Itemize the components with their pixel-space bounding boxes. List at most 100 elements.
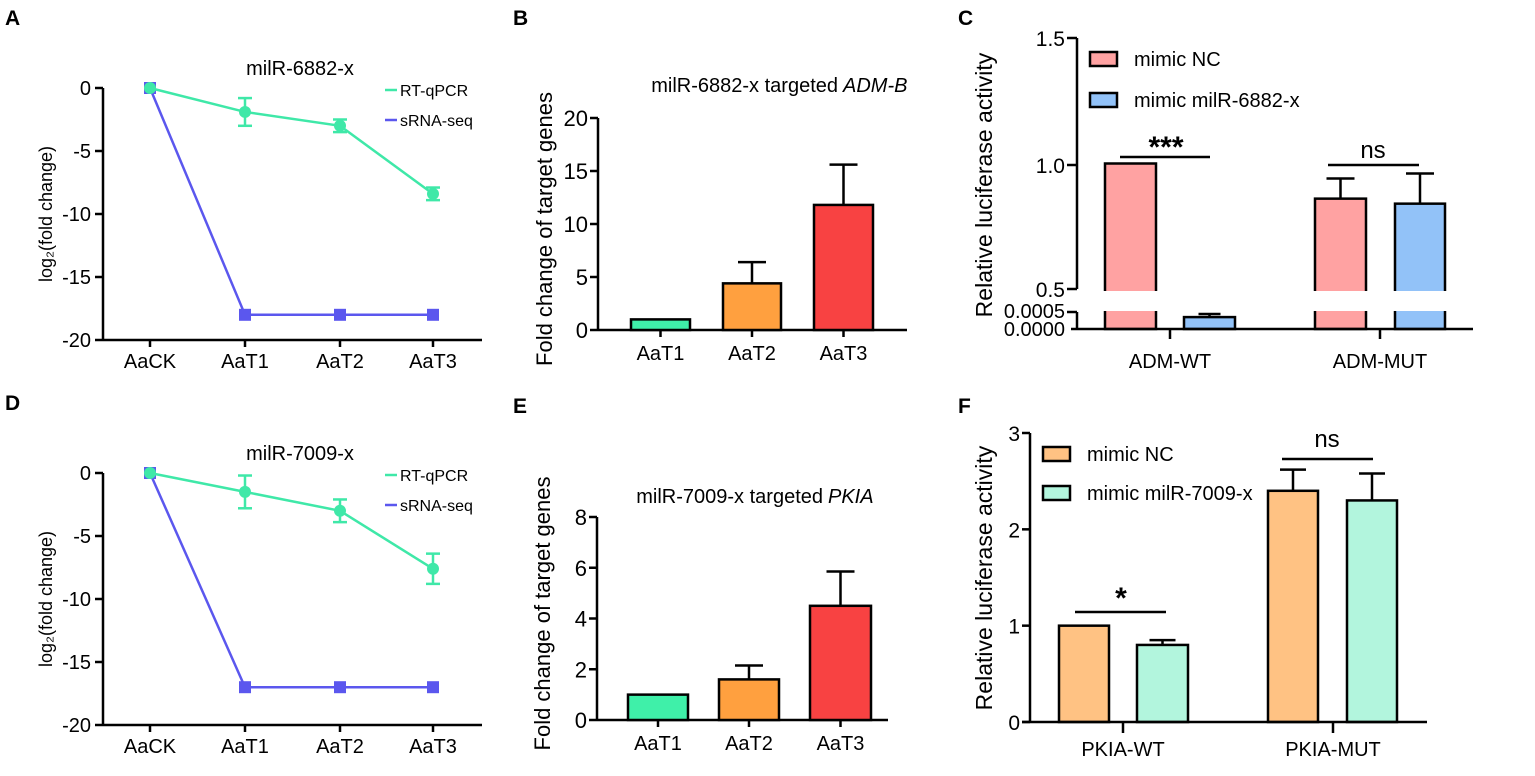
x-tick-label: AaT1 xyxy=(637,343,685,365)
bar-aat3 xyxy=(812,203,875,332)
legend-label: RT-qPCR xyxy=(400,83,468,100)
y-tick-label: -10 xyxy=(62,589,91,611)
legend-label: mimic milR-6882-x xyxy=(1134,90,1300,112)
chart-title: milR-7009-x targeted xyxy=(636,486,823,508)
chart-title-gene: ADM-B xyxy=(842,75,907,97)
bar-pkia-wt-nc xyxy=(1057,624,1111,724)
x-tick-label: AaT3 xyxy=(409,351,457,373)
y-tick-label: 10 xyxy=(564,212,588,237)
x-tick-label: PKIA-MUT xyxy=(1285,739,1381,761)
panel-label-a: A xyxy=(5,7,20,30)
x-tick-label: AaT2 xyxy=(316,351,364,373)
data-point-rt-qpcr xyxy=(334,119,346,132)
y-tick-label: 2 xyxy=(575,657,587,682)
y-tick-label: 4 xyxy=(575,607,587,632)
bar-adm-wt-mimic xyxy=(1182,315,1237,331)
x-tick-label: AaT2 xyxy=(725,733,773,755)
bar-aat1 xyxy=(629,318,692,332)
legend-swatch-mimic xyxy=(1041,484,1072,502)
data-point-srna-seq xyxy=(334,681,346,694)
x-tick-label: AaT3 xyxy=(817,733,865,755)
y-axis-label: Relative luciferase activity xyxy=(971,52,997,317)
series-line-srna-seq xyxy=(148,472,433,689)
y-tick-label: 1.0 xyxy=(1036,155,1065,178)
y-tick-label: 1 xyxy=(1008,616,1020,639)
data-point-rt-qpcr xyxy=(334,504,346,517)
chart-title: milR-6882-x targeted xyxy=(651,75,838,97)
legend-label: mimic milR-7009-x xyxy=(1087,483,1253,505)
data-point-rt-qpcr xyxy=(427,187,439,200)
y-tick-label: 0.0000 xyxy=(1004,319,1065,341)
y-tick-label: 8 xyxy=(575,505,587,530)
y-axis-label: Relative luciferase activity xyxy=(971,445,997,710)
bar-aat1 xyxy=(626,693,690,722)
chart-title: milR-7009-x xyxy=(246,443,354,465)
y-tick-label: -5 xyxy=(73,141,91,163)
bar-aat2 xyxy=(717,678,781,722)
data-point-rt-qpcr xyxy=(427,562,439,575)
significance-label: * xyxy=(1115,582,1127,615)
x-tick-label: ADM-MUT xyxy=(1333,351,1427,373)
x-tick-label: AaT2 xyxy=(728,343,776,365)
data-point-srna-seq xyxy=(334,308,346,321)
data-point-srna-seq xyxy=(239,308,251,321)
data-point-rt-qpcr xyxy=(144,467,156,479)
y-tick-label: 0 xyxy=(576,318,588,343)
y-tick-label: -15 xyxy=(62,267,91,289)
x-tick-label: ADM-WT xyxy=(1129,351,1211,373)
data-point-rt-qpcr xyxy=(239,485,251,498)
y-tick-label: -10 xyxy=(62,204,91,226)
bar-pkia-mut-mimic xyxy=(1345,499,1399,724)
bar-aat3 xyxy=(808,604,873,722)
x-tick-label: AaT1 xyxy=(221,736,269,758)
y-tick-label: -20 xyxy=(62,330,91,352)
legend-label: RT-qPCR xyxy=(400,468,468,485)
y-tick-label: 0 xyxy=(80,78,91,100)
y-tick-label: -20 xyxy=(62,715,91,737)
significance-label: ns xyxy=(1360,137,1385,164)
legend-swatch-mimic-nc xyxy=(1088,50,1119,68)
data-point-srna-seq xyxy=(239,681,251,694)
chart-title: milR-6882-x xyxy=(246,58,354,80)
series-line-srna-seq xyxy=(148,87,433,317)
series-line-rt-qpcr xyxy=(149,86,434,195)
data-point-rt-qpcr xyxy=(239,105,251,118)
legend-swatch-mimic-nc xyxy=(1041,445,1072,463)
x-tick-label: AaT1 xyxy=(634,733,682,755)
y-tick-label: 5 xyxy=(576,265,588,290)
x-tick-label: AaCK xyxy=(124,736,177,758)
legend-label: mimic NC xyxy=(1087,444,1174,466)
panel-label-d: D xyxy=(5,392,20,415)
y-tick-label: 0 xyxy=(80,463,91,485)
bar-pkia-mut-nc xyxy=(1266,489,1320,724)
y-tick-label: 15 xyxy=(564,159,588,184)
x-tick-label: PKIA-WT xyxy=(1081,739,1164,761)
x-tick-label: AaCK xyxy=(124,351,177,373)
significance-label: ns xyxy=(1314,426,1339,453)
data-point-srna-seq xyxy=(427,681,439,694)
panel-label-e: E xyxy=(513,395,527,418)
legend-label: sRNA-seq xyxy=(400,113,473,130)
data-point-srna-seq xyxy=(427,308,439,321)
y-tick-label: 0 xyxy=(1008,712,1020,735)
y-axis-label: log₂(fold change) xyxy=(36,146,56,282)
y-axis-label: log₂(fold change) xyxy=(36,531,56,667)
bar-aat2 xyxy=(721,282,783,332)
axis-break-gap xyxy=(1057,291,1473,311)
y-tick-label: 1.5 xyxy=(1036,28,1065,51)
chart-title-gene: PKIA xyxy=(828,486,874,508)
legend-label: mimic NC xyxy=(1134,49,1221,71)
y-axis-label: Fold change of target genes xyxy=(530,477,555,751)
y-tick-label: 2 xyxy=(1008,519,1020,542)
y-tick-label: -15 xyxy=(62,652,91,674)
x-tick-label: AaT2 xyxy=(316,736,364,758)
y-tick-label: 0 xyxy=(575,708,587,733)
y-tick-label: 0.5 xyxy=(1036,279,1065,302)
significance-label: *** xyxy=(1148,131,1183,164)
x-tick-label: AaT3 xyxy=(409,736,457,758)
legend-label: sRNA-seq xyxy=(400,498,473,515)
panel-label-f: F xyxy=(958,395,971,418)
y-tick-label: 6 xyxy=(575,556,587,581)
panel-label-c: C xyxy=(958,7,973,30)
